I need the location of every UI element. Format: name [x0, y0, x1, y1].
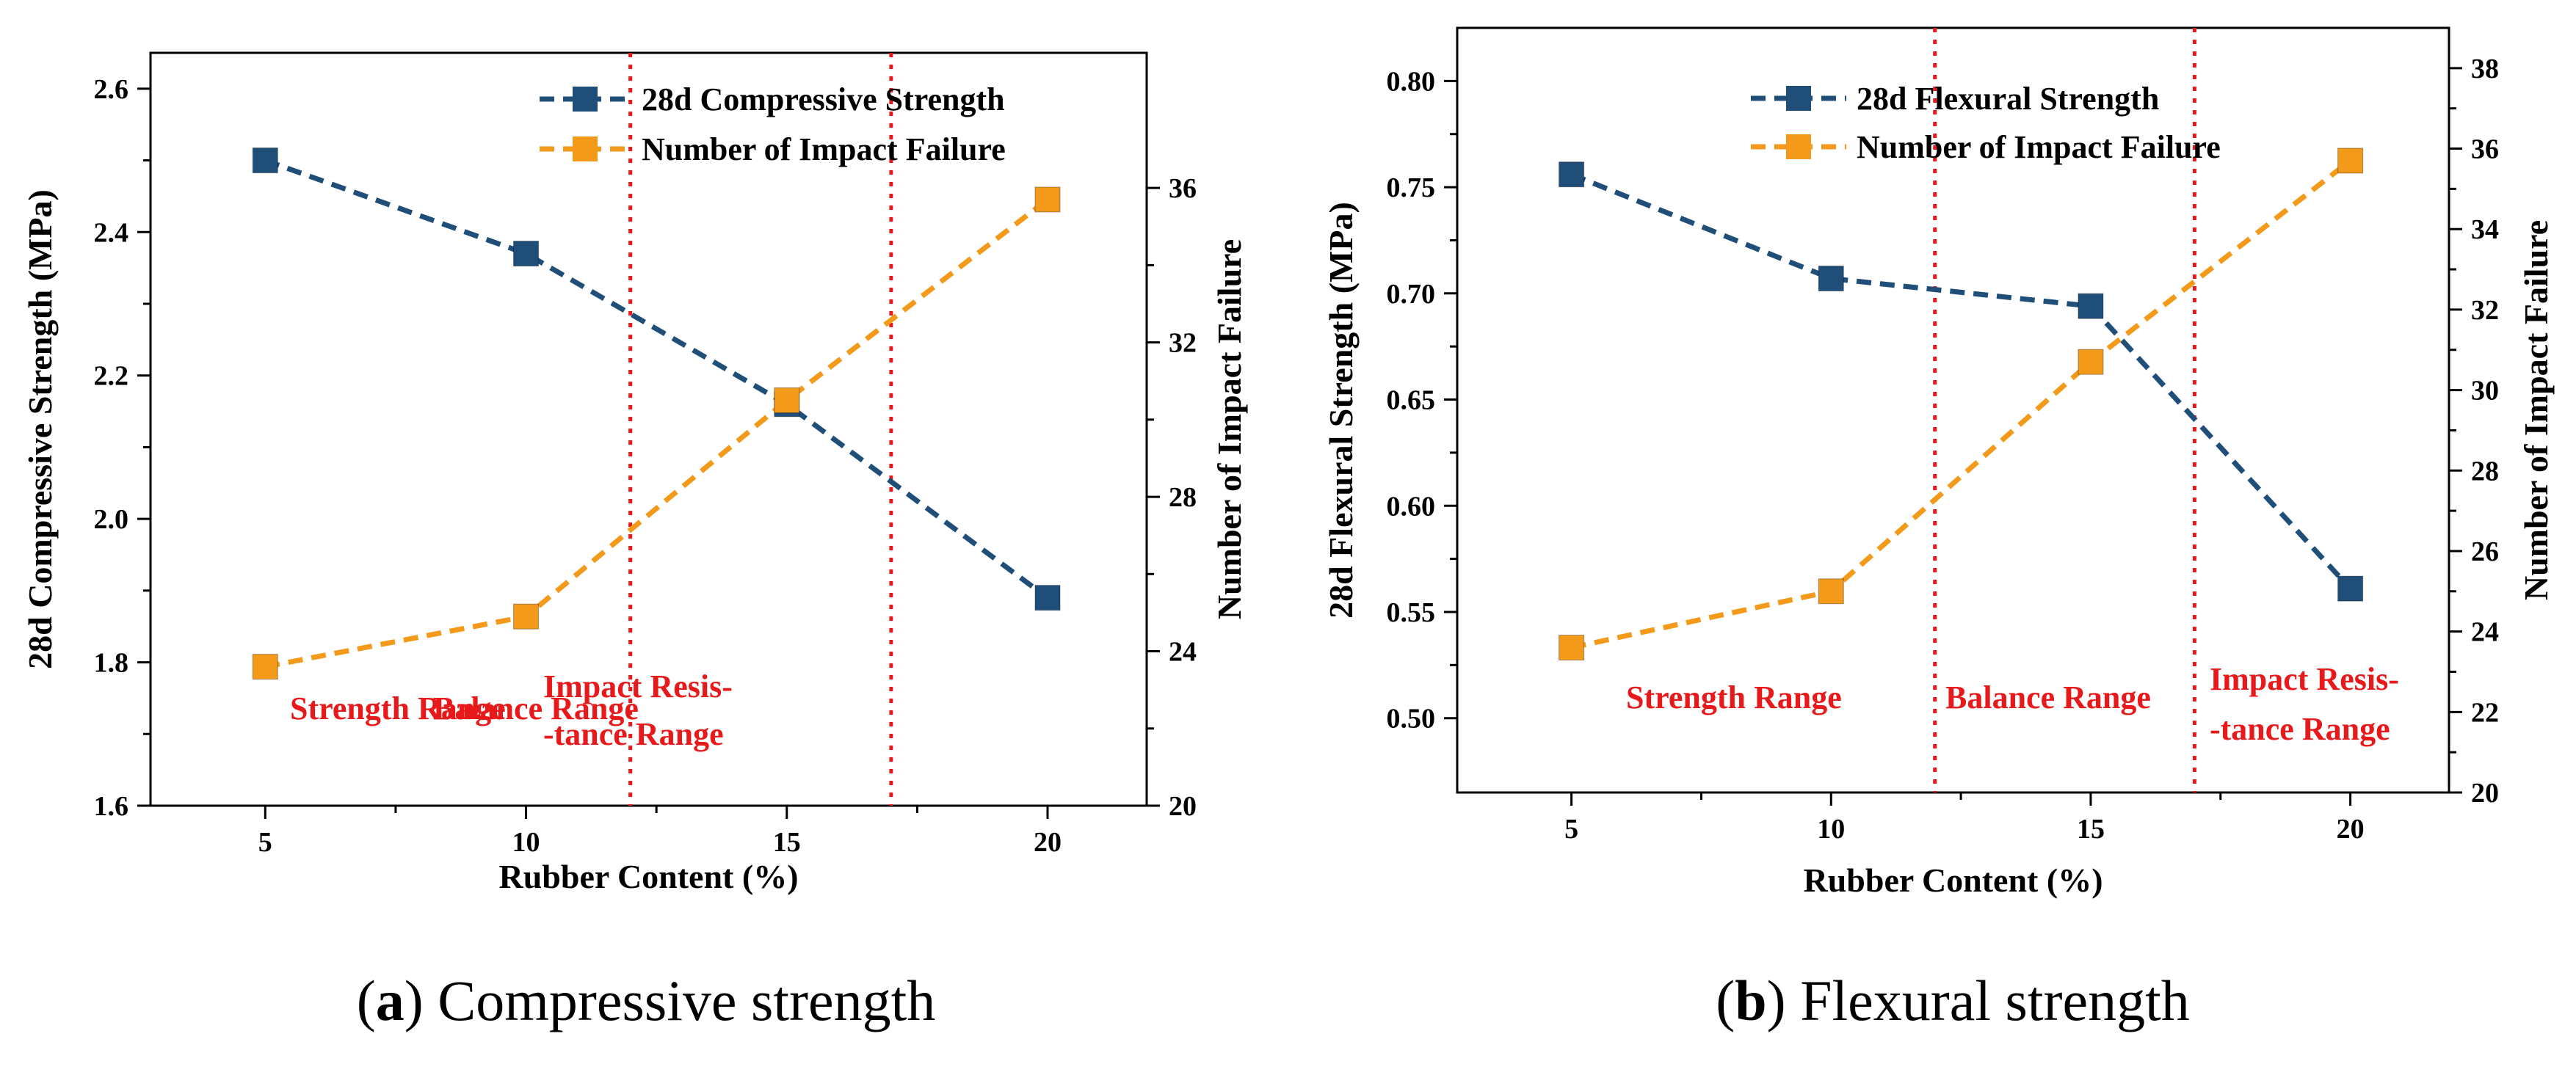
chart-b-y-right-axis-title: Number of Impact Failure — [2517, 220, 2555, 600]
chart-b-series-1-line — [1570, 172, 2353, 591]
chart-b-caption-letter: b — [1735, 969, 1766, 1032]
chart-a-plot-frame — [149, 51, 1148, 807]
chart-b-range-label-line: Impact Resis- — [2210, 661, 2399, 697]
chart-a-range-label-line: -tance Range — [543, 716, 724, 752]
chart-b-legend-marker-2 — [1786, 134, 1811, 159]
chart-b-y-left-tick-label: 0.55 — [1387, 597, 1436, 628]
chart-a-range-label: Balance Range — [433, 690, 639, 726]
chart-a-series-1-line — [264, 158, 1050, 600]
chart-b-range-label-line: Strength Range — [1626, 679, 1842, 715]
chart-a-y-left-tick-label: 1.8 — [94, 648, 129, 679]
chart-b-legend-marker-1 — [1786, 86, 1811, 111]
chart-a-legend-label-1: 28d Compressive Strength — [642, 81, 1005, 117]
chart-a-y-left-tick-label: 1.6 — [94, 791, 129, 822]
chart-b-series-2-line — [1570, 158, 2352, 650]
chart-a-x-tick-label: 15 — [773, 827, 801, 858]
chart-b-caption-text: Flexural strength — [1800, 969, 2190, 1032]
chart-b-y-right-tick-label: 36 — [2471, 134, 2499, 165]
chart-b-y-right-tick-label: 22 — [2471, 697, 2499, 728]
chart-a-x-axis-title: Rubber Content (%) — [498, 858, 798, 895]
chart-b-range-label: Balance Range — [1945, 679, 2151, 715]
chart-a-y-right-tick-label: 36 — [1169, 173, 1197, 204]
chart-a-caption-letter: a — [376, 969, 404, 1032]
chart-b-y-right-tick-label: 26 — [2471, 536, 2499, 567]
chart-b-x-tick-label: 5 — [1564, 814, 1578, 845]
chart-a-y-left-tick-label: 2.4 — [94, 217, 129, 248]
chart-b-series-2-point — [2078, 349, 2104, 375]
chart-a-y-right-tick-label: 28 — [1169, 482, 1197, 513]
chart-b-series-2-point — [1559, 635, 1585, 661]
chart-a-y-left-tick-label: 2.0 — [94, 504, 129, 535]
chart-b-y-right-tick-label: 20 — [2471, 778, 2499, 809]
chart-b-x-tick-label: 20 — [2337, 814, 2365, 845]
chart-b-y-right-tick-label: 32 — [2471, 295, 2499, 326]
chart-a-y-right-tick-label: 20 — [1169, 791, 1197, 822]
chart-b-y-left-tick-label: 0.50 — [1387, 704, 1436, 735]
chart-a-series-1-point — [513, 241, 540, 267]
chart-b-series-1-point — [2337, 575, 2364, 602]
chart-a-caption-open: ( — [357, 969, 376, 1032]
chart-b-series-1-point — [1559, 161, 1585, 188]
chart-b-y-left-tick-label: 0.80 — [1387, 66, 1436, 97]
chart-a-range-label-line: Balance Range — [433, 690, 639, 726]
chart-b-flexural: 5 10 15 20 0.50 0.55 0.60 0.65 0.70 0.75 0.80 20 22 2… — [1322, 26, 2555, 1032]
chart-b-series-2-point — [2337, 147, 2364, 174]
chart-a-x-tick-label: 10 — [512, 827, 540, 858]
chart-b-y-left-tick-label: 0.70 — [1387, 279, 1436, 310]
chart-a-x-tick-label: 5 — [258, 827, 272, 858]
chart-b-range-label: Impact Resis- -tance Range — [2210, 661, 2399, 747]
chart-b-range-label: Strength Range — [1626, 679, 1842, 715]
chart-a-range-label-line: Strength Range — [290, 690, 506, 726]
chart-b-y-right-tick-label: 28 — [2471, 456, 2499, 487]
chart-a-y-left-tick-label: 2.6 — [94, 74, 129, 105]
chart-b-y-left-tick-label: 0.60 — [1387, 491, 1436, 522]
chart-a-y-left-axis-title: 28d Compressive Strength (MPa) — [21, 189, 59, 669]
chart-b-y-left-tick-label: 0.75 — [1387, 172, 1436, 203]
chart-a-legend-marker-1 — [573, 87, 598, 112]
chart-b-range-label-line: Balance Range — [1945, 679, 2151, 715]
chart-a-caption-close: ) — [404, 969, 438, 1032]
chart-b-legend-label-2: Number of Impact Failure — [1857, 129, 2221, 165]
chart-b-series-2-point — [1818, 578, 1844, 605]
chart-a-series-1-point — [252, 147, 278, 174]
chart-a-series-2-point — [252, 654, 278, 680]
chart-a-range-label-line: Impact Resis- — [543, 668, 733, 704]
chart-a-caption-text: Compressive strength — [438, 969, 935, 1032]
chart-b-plot-frame — [1456, 26, 2450, 794]
chart-a-series-1-point — [1034, 585, 1061, 611]
chart-a-y-left-tick-label: 2.2 — [94, 361, 129, 392]
chart-b-x-tick-label: 10 — [1817, 814, 1845, 845]
chart-b-caption: (b) Flexural strength — [1716, 969, 2190, 1032]
chart-a-series-2-point — [1034, 186, 1061, 213]
chart-a-series-2-line — [264, 197, 1050, 670]
chart-b-y-right-tick-label: 30 — [2471, 376, 2499, 407]
chart-a-legend-marker-2 — [573, 136, 598, 161]
chart-b-y-left-tick-label: 0.65 — [1387, 385, 1436, 416]
chart-b-y-right-tick-label: 38 — [2471, 54, 2499, 84]
chart-a-compressive: 5 10 15 20 1.6 1.8 2.0 2.2 2.4 2.6 20 24 28 32 36 Stren… — [21, 51, 1248, 1032]
chart-a-legend-label-2: Number of Impact Failure — [642, 131, 1006, 167]
chart-b-y-right-tick-label: 34 — [2471, 214, 2499, 245]
chart-b-x-tick-label: 15 — [2077, 814, 2105, 845]
chart-a-range-label: Impact Resis- -tance Range — [543, 668, 733, 752]
chart-b-y-left-axis-title: 28d Flexural Strength (MPa) — [1322, 202, 1360, 619]
chart-b-caption-open: ( — [1716, 969, 1735, 1032]
chart-a-y-right-tick-label: 24 — [1169, 637, 1197, 668]
chart-a-series-2-point — [774, 387, 800, 414]
chart-a-caption: (a) Compressive strength — [357, 969, 936, 1032]
chart-a-series-2-point — [513, 603, 540, 630]
chart-b-series-1-point — [1818, 266, 1844, 292]
chart-b-x-axis-title: Rubber Content (%) — [1803, 861, 2102, 899]
chart-b-series-1-point — [2078, 293, 2104, 319]
chart-b-range-label-line: -tance Range — [2210, 711, 2390, 747]
chart-a-x-tick-label: 20 — [1034, 827, 1062, 858]
chart-b-y-right-tick-label: 24 — [2471, 617, 2499, 648]
chart-b-legend-label-1: 28d Flexural Strength — [1857, 81, 2159, 117]
chart-a-y-right-axis-title: Number of Impact Failure — [1211, 239, 1248, 619]
chart-b-caption-close: ) — [1767, 969, 1800, 1032]
chart-a-y-right-tick-label: 32 — [1169, 328, 1197, 359]
chart-a-range-label: Strength Range — [290, 690, 506, 726]
